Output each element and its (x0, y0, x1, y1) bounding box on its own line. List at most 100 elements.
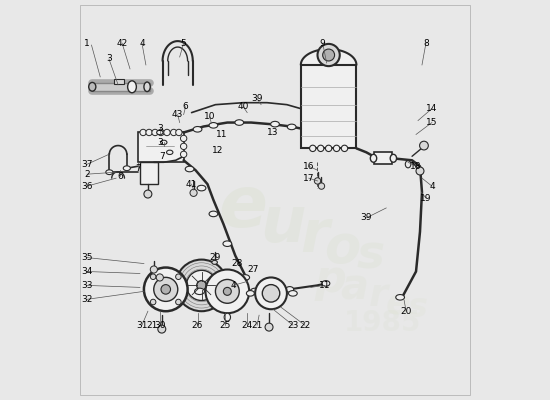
Circle shape (175, 260, 227, 311)
Circle shape (420, 141, 428, 150)
Bar (92, 83, 150, 91)
Text: 32: 32 (81, 295, 93, 304)
Text: e: e (386, 286, 410, 320)
Text: o: o (324, 222, 361, 274)
Text: 17: 17 (303, 174, 315, 183)
Text: 42: 42 (117, 38, 128, 48)
Text: 30: 30 (154, 321, 166, 330)
Text: u: u (260, 193, 306, 255)
Bar (375, 152, 392, 164)
Circle shape (150, 266, 157, 273)
Circle shape (156, 274, 163, 281)
Text: 14: 14 (426, 104, 438, 113)
Text: 1985: 1985 (344, 309, 421, 337)
Text: 20: 20 (400, 307, 412, 316)
Ellipse shape (195, 288, 205, 294)
Circle shape (158, 129, 164, 136)
Ellipse shape (223, 241, 232, 246)
Text: 3: 3 (106, 54, 112, 64)
Text: s: s (356, 233, 384, 278)
Circle shape (161, 285, 170, 294)
Circle shape (265, 323, 273, 331)
Text: p: p (315, 258, 346, 301)
Ellipse shape (396, 294, 404, 300)
Text: 10: 10 (204, 112, 215, 121)
Ellipse shape (157, 130, 163, 135)
Text: 34: 34 (81, 267, 93, 276)
Text: a: a (340, 266, 368, 308)
Ellipse shape (209, 122, 218, 128)
Text: 6: 6 (117, 172, 123, 181)
Text: 11: 11 (319, 281, 331, 290)
Text: 21: 21 (146, 321, 157, 330)
Text: 15: 15 (426, 118, 438, 127)
Bar (114, 79, 124, 84)
Circle shape (318, 183, 324, 189)
Circle shape (416, 167, 424, 175)
Ellipse shape (322, 281, 330, 286)
Ellipse shape (235, 120, 244, 125)
Text: 25: 25 (219, 321, 231, 330)
Text: 22: 22 (299, 321, 310, 330)
Text: s: s (408, 291, 428, 324)
Text: 13: 13 (267, 128, 279, 137)
Bar (301, 65, 356, 148)
Circle shape (175, 129, 182, 136)
Text: 37: 37 (81, 160, 93, 169)
Circle shape (144, 190, 152, 198)
Circle shape (164, 129, 170, 136)
Text: 6: 6 (183, 102, 189, 111)
Circle shape (152, 129, 158, 136)
Circle shape (190, 189, 197, 196)
Text: 4: 4 (230, 281, 236, 290)
Circle shape (170, 129, 177, 136)
Text: r: r (300, 207, 329, 264)
Text: 18: 18 (410, 162, 422, 171)
Ellipse shape (128, 81, 136, 93)
Circle shape (140, 129, 146, 136)
Ellipse shape (197, 185, 206, 191)
Circle shape (326, 145, 332, 152)
Ellipse shape (271, 121, 279, 127)
Ellipse shape (144, 82, 150, 92)
Text: 7: 7 (135, 164, 141, 173)
Text: 5: 5 (181, 38, 186, 48)
Text: 24: 24 (241, 321, 253, 330)
Text: 7: 7 (159, 152, 164, 161)
Text: 29: 29 (210, 253, 221, 262)
Text: 35: 35 (81, 253, 93, 262)
Ellipse shape (161, 140, 167, 144)
Ellipse shape (89, 82, 96, 91)
Text: 3: 3 (157, 138, 163, 147)
Circle shape (206, 270, 249, 313)
Circle shape (180, 135, 187, 142)
Circle shape (175, 299, 181, 305)
Circle shape (317, 44, 340, 66)
Text: 41: 41 (186, 180, 197, 189)
Circle shape (315, 178, 321, 184)
Text: 16: 16 (303, 162, 315, 171)
Circle shape (317, 145, 324, 152)
Text: 4: 4 (139, 38, 145, 48)
Circle shape (150, 299, 156, 305)
Text: 2: 2 (84, 170, 90, 179)
Circle shape (186, 270, 217, 300)
Text: 40: 40 (238, 102, 249, 111)
Ellipse shape (123, 166, 130, 171)
Ellipse shape (390, 154, 397, 162)
Circle shape (223, 287, 232, 295)
Circle shape (146, 129, 152, 136)
Text: 21: 21 (251, 321, 263, 330)
Text: 23: 23 (287, 321, 299, 330)
Text: 43: 43 (172, 110, 183, 119)
Text: 39: 39 (361, 213, 372, 222)
Ellipse shape (250, 288, 260, 294)
Text: 28: 28 (232, 259, 243, 268)
Ellipse shape (286, 286, 294, 292)
Circle shape (323, 49, 334, 61)
Bar (140, 162, 158, 184)
Text: 33: 33 (81, 281, 93, 290)
Ellipse shape (193, 126, 202, 132)
Circle shape (180, 151, 187, 158)
Circle shape (150, 274, 156, 280)
